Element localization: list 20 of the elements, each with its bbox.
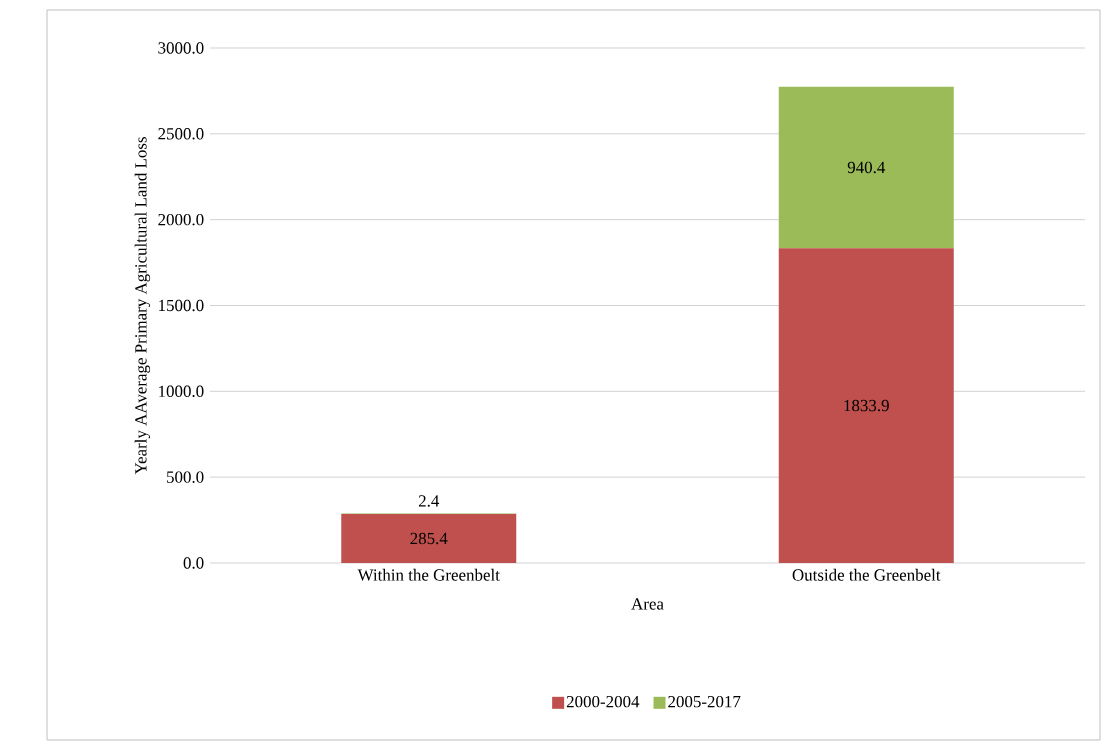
x-axis-title: Area [631, 598, 664, 610]
data-label: 940.4 [847, 161, 886, 174]
legend-label: 2005-2017 [668, 695, 741, 708]
x-tick-label: Outside the Greenbelt [792, 568, 941, 581]
bar [778, 248, 954, 563]
y-tick-label: 3000.0 [158, 42, 204, 54]
y-tick-label: 2500.0 [158, 128, 204, 140]
y-axis-title: Yearly AAverage Primary Agricultural Land Loss [134, 137, 151, 475]
y-tick-label: 1000.0 [159, 385, 204, 398]
data-label: 1833.9 [844, 399, 889, 412]
data-label: 2.4 [418, 495, 440, 507]
y-tick-label: 2000.0 [158, 213, 204, 226]
bar [778, 86, 954, 249]
legend-label: 2000-2004 [566, 695, 640, 708]
x-tick-label: Within the Greenbelt [357, 568, 500, 581]
y-tick-label: 500.0 [167, 471, 204, 483]
y-tick-label: 1500.0 [159, 299, 204, 312]
data-label: 285.4 [410, 532, 448, 545]
bar [341, 513, 517, 563]
y-tick-label: 0.0 [183, 557, 204, 569]
